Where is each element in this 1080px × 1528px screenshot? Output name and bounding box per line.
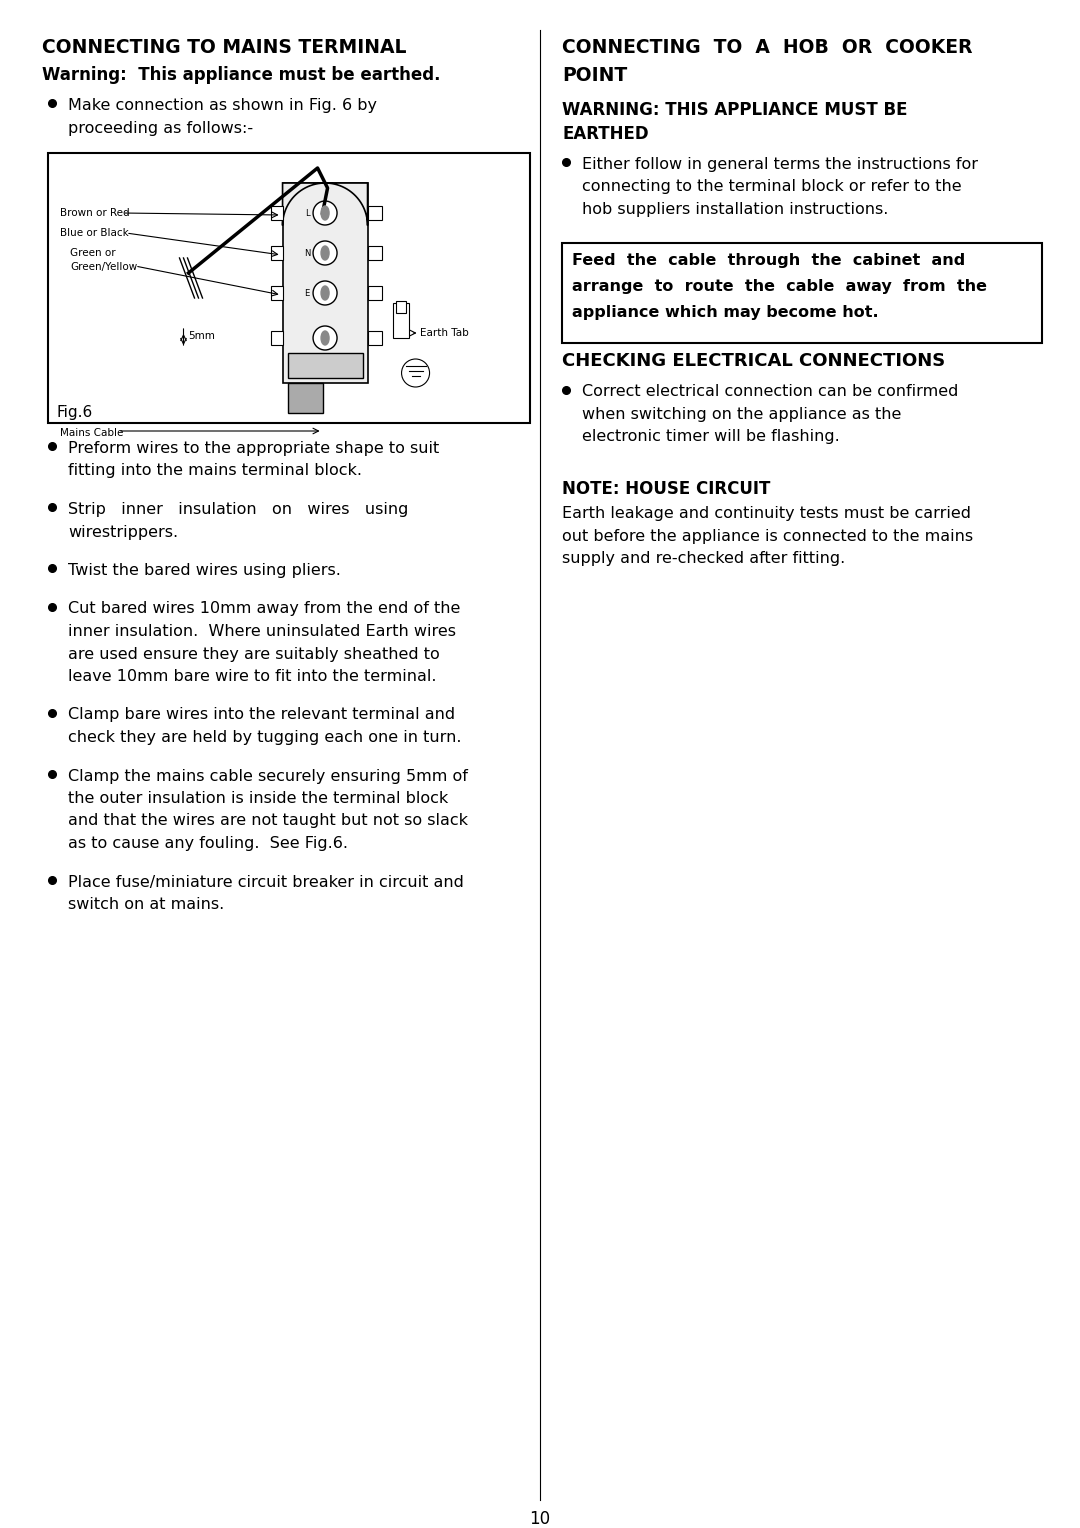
- Text: appliance which may become hot.: appliance which may become hot.: [572, 304, 879, 319]
- Ellipse shape: [321, 332, 329, 345]
- Text: Blue or Black: Blue or Black: [60, 228, 129, 238]
- Bar: [392, 303, 408, 338]
- Text: check they are held by tugging each one in turn.: check they are held by tugging each one …: [68, 730, 461, 746]
- Text: Feed  the  cable  through  the  cabinet  and: Feed the cable through the cabinet and: [572, 252, 966, 267]
- Ellipse shape: [321, 286, 329, 299]
- Text: hob suppliers installation instructions.: hob suppliers installation instructions.: [582, 202, 889, 217]
- Text: as to cause any fouling.  See Fig.6.: as to cause any fouling. See Fig.6.: [68, 836, 348, 851]
- Text: N: N: [303, 249, 310, 258]
- Bar: [287, 353, 363, 377]
- Text: supply and re-checked after fitting.: supply and re-checked after fitting.: [562, 552, 846, 565]
- Text: fitting into the mains terminal block.: fitting into the mains terminal block.: [68, 463, 362, 478]
- Text: Clamp the mains cable securely ensuring 5mm of: Clamp the mains cable securely ensuring …: [68, 769, 468, 784]
- Text: wirestrippers.: wirestrippers.: [68, 524, 178, 539]
- Text: Brown or Red: Brown or Red: [60, 208, 130, 219]
- Bar: [287, 384, 323, 413]
- Bar: [367, 286, 381, 299]
- Text: switch on at mains.: switch on at mains.: [68, 897, 225, 912]
- Circle shape: [402, 359, 430, 387]
- Text: Fig.6: Fig.6: [56, 405, 92, 420]
- Text: leave 10mm bare wire to fit into the terminal.: leave 10mm bare wire to fit into the ter…: [68, 669, 436, 685]
- Text: Twist the bared wires using pliers.: Twist the bared wires using pliers.: [68, 562, 341, 578]
- Text: Green/Yellow: Green/Yellow: [70, 261, 137, 272]
- Text: Cut bared wires 10mm away from the end of the: Cut bared wires 10mm away from the end o…: [68, 602, 460, 616]
- Bar: [271, 286, 283, 299]
- Text: Preform wires to the appropriate shape to suit: Preform wires to the appropriate shape t…: [68, 442, 440, 455]
- Bar: [283, 183, 367, 384]
- Text: WARNING: THIS APPLIANCE MUST BE: WARNING: THIS APPLIANCE MUST BE: [562, 101, 907, 119]
- Circle shape: [313, 202, 337, 225]
- Text: Warning:  This appliance must be earthed.: Warning: This appliance must be earthed.: [42, 66, 441, 84]
- Polygon shape: [283, 183, 367, 226]
- Bar: [367, 246, 381, 260]
- Circle shape: [313, 325, 337, 350]
- Text: 5mm: 5mm: [189, 332, 215, 341]
- Text: Strip   inner   insulation   on   wires   using: Strip inner insulation on wires using: [68, 503, 408, 516]
- Text: out before the appliance is connected to the mains: out before the appliance is connected to…: [562, 529, 973, 544]
- Text: L: L: [305, 208, 309, 217]
- Bar: [48, 153, 530, 423]
- Text: electronic timer will be flashing.: electronic timer will be flashing.: [582, 429, 840, 445]
- Text: and that the wires are not taught but not so slack: and that the wires are not taught but no…: [68, 813, 468, 828]
- Text: Either follow in general terms the instructions for: Either follow in general terms the instr…: [582, 157, 978, 173]
- Bar: [271, 332, 283, 345]
- Text: Green or: Green or: [70, 248, 116, 258]
- Ellipse shape: [321, 246, 329, 260]
- Text: when switching on the appliance as the: when switching on the appliance as the: [582, 406, 902, 422]
- Text: CONNECTING  TO  A  HOB  OR  COOKER: CONNECTING TO A HOB OR COOKER: [562, 38, 972, 57]
- Text: EARTHED: EARTHED: [562, 125, 649, 144]
- Text: Make connection as shown in Fig. 6 by: Make connection as shown in Fig. 6 by: [68, 98, 377, 113]
- Text: inner insulation.  Where uninsulated Earth wires: inner insulation. Where uninsulated Eart…: [68, 623, 456, 639]
- Ellipse shape: [321, 206, 329, 220]
- Text: Earth leakage and continuity tests must be carried: Earth leakage and continuity tests must …: [562, 506, 971, 521]
- Text: NOTE: HOUSE CIRCUIT: NOTE: HOUSE CIRCUIT: [562, 480, 770, 498]
- Bar: [562, 243, 1042, 342]
- Circle shape: [313, 281, 337, 306]
- Bar: [271, 246, 283, 260]
- Bar: [395, 301, 406, 313]
- Bar: [367, 332, 381, 345]
- Text: Mains Cable: Mains Cable: [60, 428, 123, 439]
- Text: POINT: POINT: [562, 66, 627, 86]
- Text: Earth Tab: Earth Tab: [419, 329, 469, 338]
- Text: arrange  to  route  the  cable  away  from  the: arrange to route the cable away from the: [572, 278, 987, 293]
- Text: are used ensure they are suitably sheathed to: are used ensure they are suitably sheath…: [68, 646, 440, 662]
- Text: Place fuse/miniature circuit breaker in circuit and: Place fuse/miniature circuit breaker in …: [68, 874, 464, 889]
- Circle shape: [313, 241, 337, 264]
- Text: CHECKING ELECTRICAL CONNECTIONS: CHECKING ELECTRICAL CONNECTIONS: [562, 353, 945, 370]
- Text: 10: 10: [529, 1510, 551, 1528]
- Text: proceeding as follows:-: proceeding as follows:-: [68, 121, 253, 136]
- Text: the outer insulation is inside the terminal block: the outer insulation is inside the termi…: [68, 792, 448, 805]
- Text: Clamp bare wires into the relevant terminal and: Clamp bare wires into the relevant termi…: [68, 707, 455, 723]
- Text: connecting to the terminal block or refer to the: connecting to the terminal block or refe…: [582, 179, 961, 194]
- Text: CONNECTING TO MAINS TERMINAL: CONNECTING TO MAINS TERMINAL: [42, 38, 406, 57]
- Bar: [271, 206, 283, 220]
- Bar: [367, 206, 381, 220]
- Text: Correct electrical connection can be confirmed: Correct electrical connection can be con…: [582, 385, 958, 399]
- Text: E: E: [305, 289, 310, 298]
